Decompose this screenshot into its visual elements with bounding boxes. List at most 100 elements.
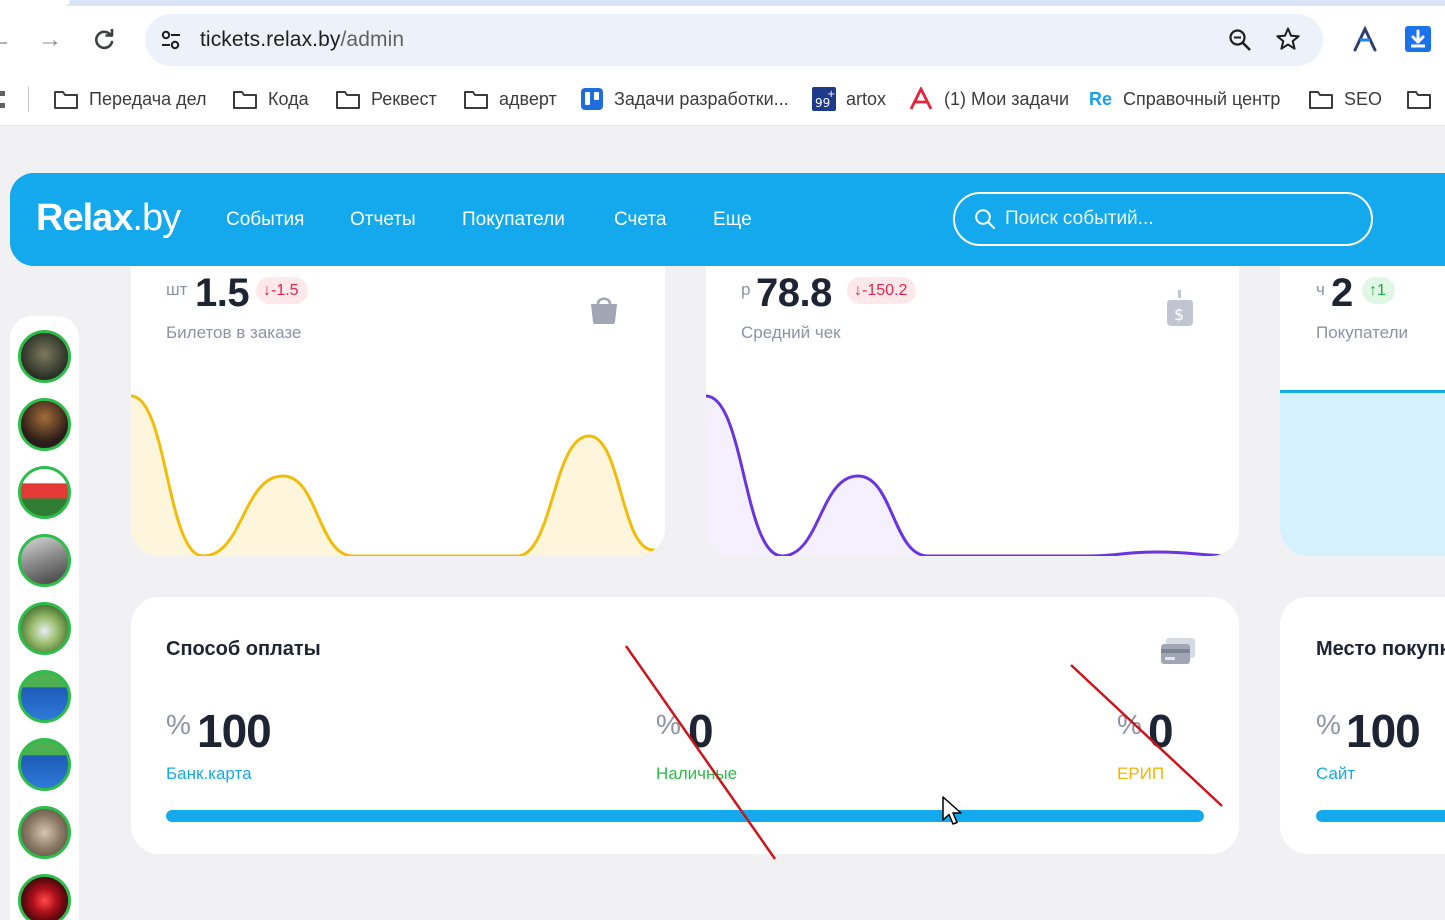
arrow-down-icon: ↓ — [854, 282, 862, 299]
percent-value: 0 — [1148, 705, 1174, 757]
stat-value: 78.8 — [756, 271, 832, 315]
buyers-card: ч 2 ↑1 Покупатели — [1280, 240, 1445, 556]
app-header: Relax.by События Отчеты Покупатели Счета… — [10, 173, 1445, 266]
tickets-sparkline — [131, 394, 665, 556]
nav-invoices[interactable]: Счета — [614, 209, 667, 230]
delta-value: -150.2 — [862, 282, 908, 299]
url-path: /admin — [340, 28, 405, 51]
folder-icon — [336, 91, 360, 109]
re-logo-icon: Re — [1089, 89, 1112, 109]
url-text: tickets.relax.by/admin — [200, 28, 404, 52]
stat-label: Средний чек — [741, 323, 841, 342]
delta-badge: ↓-1.5 — [256, 277, 308, 304]
percent-value: 100 — [1346, 705, 1421, 757]
stat-unit: ч — [1316, 280, 1325, 299]
bookmark-item[interactable]: Кода — [232, 84, 309, 114]
search-placeholder: Поиск событий... — [1005, 208, 1154, 229]
payment-label-cash: Наличные — [656, 764, 738, 783]
event-avatar[interactable] — [18, 466, 71, 519]
stat-value: 1.5 — [195, 271, 250, 315]
event-avatar[interactable] — [18, 602, 71, 655]
nav-reports[interactable]: Отчеты — [350, 209, 416, 230]
tickets-per-order-card: шт 1.5 ↓-1.5 Билетов в заказе — [131, 240, 665, 556]
event-avatar[interactable] — [18, 398, 71, 451]
logo-suffix: .by — [132, 197, 181, 239]
svg-text:$: $ — [1174, 305, 1184, 324]
bookmark-item[interactable]: SEO — [1308, 84, 1382, 114]
bookmark-item[interactable]: Передача дел — [53, 84, 207, 114]
bookmark-item[interactable]: 99 + artox — [812, 84, 886, 114]
event-avatar[interactable] — [18, 806, 71, 859]
bookmark-label: SEO — [1344, 88, 1383, 109]
sparkline-area — [706, 396, 1239, 556]
mouse-cursor-icon — [942, 796, 962, 825]
asana-a-icon — [909, 87, 933, 110]
active-tab-edge[interactable] — [0, 0, 70, 6]
folder-icon — [54, 91, 78, 109]
bookmark-item[interactable] — [1406, 84, 1442, 114]
tab-strip — [0, 0, 1445, 6]
stat-value: 2 — [1331, 271, 1353, 315]
nav-buyers[interactable]: Покупатели — [462, 209, 565, 230]
percent-value: 0 — [688, 705, 714, 757]
progress-fill — [1316, 810, 1445, 822]
forward-icon[interactable]: → — [38, 26, 62, 53]
event-avatar[interactable] — [18, 738, 71, 791]
apps-grid-icon[interactable] — [0, 91, 6, 109]
stat-label: Билетов в заказе — [166, 323, 302, 342]
percent-unit: % — [1117, 709, 1142, 740]
place-progress-bar — [1316, 810, 1445, 822]
money-bag-icon: $ — [1167, 290, 1193, 326]
bookmark-label: Передача дел — [89, 88, 207, 109]
logo-main: Relax — [36, 197, 133, 239]
back-icon[interactable]: ← — [0, 26, 12, 53]
download-icon[interactable] — [1403, 24, 1433, 54]
progress-fill — [166, 810, 1204, 822]
stat-label: Покупатели — [1316, 323, 1408, 342]
bookmark-label: Кода — [268, 88, 309, 109]
bookmark-label: artox — [846, 88, 887, 109]
delta-badge: ↑1 — [1362, 277, 1395, 304]
zoom-icon[interactable] — [1227, 27, 1253, 53]
bookmark-item[interactable]: Re Справочный центр — [1089, 84, 1280, 114]
browser-toolbar: ← → tickets.relax.by/admin — [0, 6, 1445, 74]
arrow-down-icon: ↓ — [263, 282, 271, 299]
bookmark-item[interactable]: адверт — [463, 84, 557, 114]
folder-icon — [1407, 91, 1431, 109]
payment-label-card: Банк.карта — [166, 764, 252, 783]
nav-events[interactable]: События — [226, 209, 305, 230]
bookmarks-divider — [28, 86, 29, 112]
svg-text:99: 99 — [815, 96, 830, 110]
reload-icon[interactable] — [90, 26, 118, 54]
delta-value: -1.5 — [271, 282, 299, 299]
relax-logo[interactable]: Relax.by — [36, 197, 181, 240]
bookmark-star-icon[interactable] — [1275, 26, 1301, 52]
extension-icon[interactable] — [1350, 24, 1380, 54]
bookmarks-bar: Передача дел Кода Реквест адверт Задачи … — [0, 74, 1445, 126]
payment-label-erip: ЕРИП — [1117, 764, 1165, 783]
bookmark-item[interactable]: Задачи разработки... — [580, 84, 789, 114]
section-title: Место покупки — [1316, 638, 1445, 660]
bookmark-item[interactable]: Реквест — [335, 84, 437, 114]
percent-value: 100 — [197, 705, 272, 757]
place-label-site: Сайт — [1316, 764, 1356, 783]
search-icon — [975, 209, 996, 230]
buyers-sparkline-area — [1280, 390, 1445, 556]
credit-card-icon — [1161, 638, 1195, 664]
search-input[interactable]: Поиск событий... — [953, 192, 1373, 246]
sparkline-area — [131, 396, 665, 556]
delta-badge: ↓-150.2 — [847, 277, 917, 304]
address-bar[interactable]: tickets.relax.by/admin — [145, 14, 1323, 66]
average-check-sparkline — [706, 394, 1239, 556]
nav-more[interactable]: Еще — [713, 209, 752, 230]
event-avatar[interactable] — [18, 670, 71, 723]
svg-text:Re: Re — [1089, 89, 1112, 109]
event-avatar[interactable] — [18, 534, 71, 587]
bookmark-label: Реквест — [371, 88, 437, 109]
event-avatar[interactable] — [18, 330, 71, 383]
arrow-up-icon: ↑ — [1369, 282, 1377, 299]
event-avatar[interactable] — [18, 874, 71, 920]
site-info-icon[interactable] — [159, 28, 183, 52]
bookmark-item[interactable]: (1) Мои задачи — [908, 84, 1069, 114]
bookmark-label: Задачи разработки... — [614, 88, 789, 109]
